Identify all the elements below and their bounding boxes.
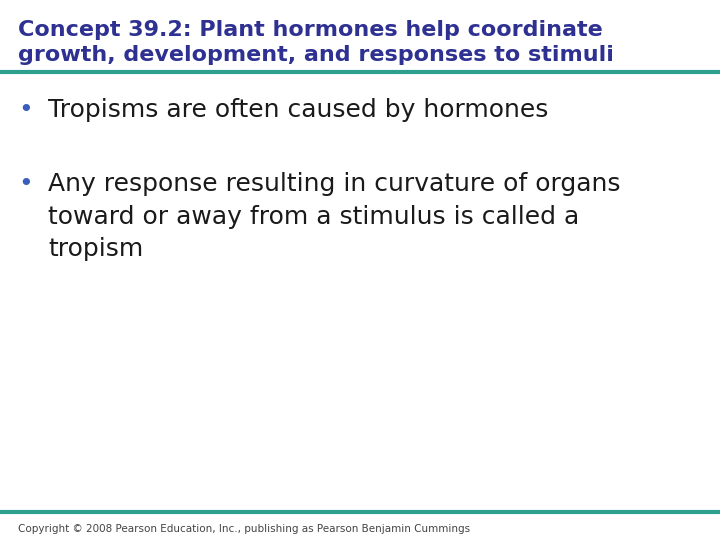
Text: Copyright © 2008 Pearson Education, Inc., publishing as Pearson Benjamin Cumming: Copyright © 2008 Pearson Education, Inc.… [18,524,470,534]
Text: Concept 39.2: Plant hormones help coordinate: Concept 39.2: Plant hormones help coordi… [18,20,603,40]
Text: Any response resulting in curvature of organs
toward or away from a stimulus is : Any response resulting in curvature of o… [48,172,621,261]
Text: growth, development, and responses to stimuli: growth, development, and responses to st… [18,45,614,65]
Text: Tropisms are often caused by hormones: Tropisms are often caused by hormones [48,98,549,122]
Text: •: • [18,98,32,122]
Text: •: • [18,172,32,196]
